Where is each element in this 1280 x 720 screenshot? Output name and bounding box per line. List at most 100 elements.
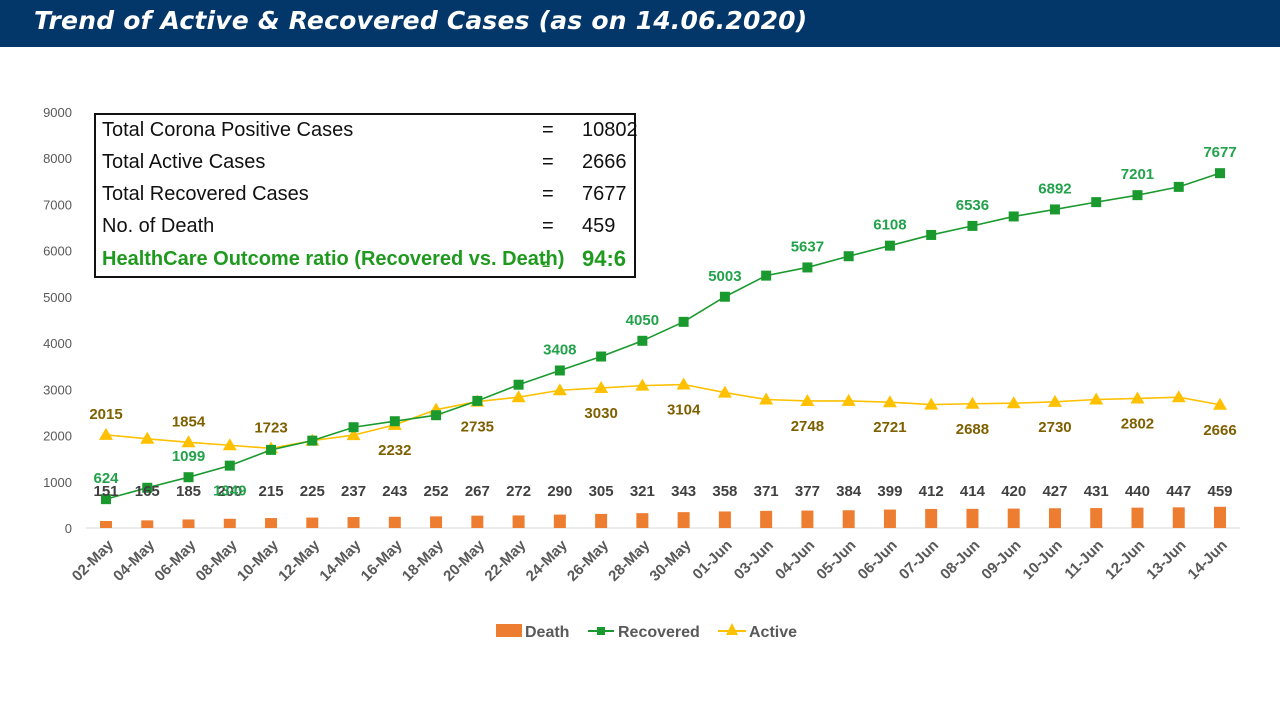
recovered-marker — [1215, 168, 1225, 179]
death-data-label: 272 — [506, 483, 531, 500]
recovered-marker — [926, 229, 937, 240]
death-bar — [677, 512, 690, 528]
death-data-label: 377 — [795, 483, 820, 500]
x-tick-label: 18-May — [399, 536, 447, 584]
y-tick-label: 8000 — [43, 151, 72, 166]
legend-recovered-marker — [597, 627, 605, 635]
x-tick-label: 06-Jun — [855, 537, 901, 583]
header-banner: Trend of Active & Recovered Cases (as on… — [0, 0, 1280, 47]
death-data-label: 420 — [1001, 483, 1026, 500]
summary-equals: = — [542, 151, 554, 173]
summary-value: 459 — [582, 215, 616, 237]
y-tick-label: 1000 — [43, 475, 72, 490]
x-tick-label: 02-May — [69, 536, 117, 584]
summary-label: Total Active Cases — [102, 151, 266, 173]
active-marker — [1213, 397, 1227, 410]
death-bar — [1048, 508, 1061, 528]
recovered-marker — [761, 270, 772, 281]
active-marker — [924, 397, 939, 410]
y-axis: 0 1000 2000 3000 4000 5000 6000 7000 8000 9000 — [43, 105, 72, 536]
active-marker — [965, 396, 980, 409]
active-marker — [594, 380, 609, 393]
x-tick-label: 09-Jun — [978, 537, 1024, 583]
summary-equals: = — [542, 119, 554, 141]
legend-recovered-label: Recovered — [618, 624, 700, 641]
x-tick-label: 07-Jun — [896, 537, 942, 583]
y-tick-label: 6000 — [43, 244, 72, 259]
recovered-marker — [307, 435, 318, 446]
x-tick-label: 26-May — [564, 536, 612, 584]
recovered-marker — [719, 291, 730, 302]
death-data-label: 165 — [135, 483, 160, 500]
active-marker — [759, 392, 774, 405]
recovered-data-label: 1099 — [172, 448, 205, 465]
x-tick-label: 04-May — [110, 536, 158, 584]
x-tick-label: 20-May — [440, 536, 488, 584]
active-marker — [1130, 391, 1145, 404]
death-bar — [141, 520, 154, 528]
death-data-label: 440 — [1125, 483, 1150, 500]
recovered-marker — [802, 262, 813, 273]
active-data-label: 2721 — [873, 419, 906, 436]
recovered-data-label: 6892 — [1038, 180, 1071, 197]
recovered-marker — [224, 460, 235, 471]
summary-label: Total Corona Positive Cases — [102, 119, 354, 141]
x-tick-label: 06-May — [151, 536, 199, 584]
page-title: Trend of Active & Recovered Cases (as on… — [34, 6, 808, 35]
recovered-data-label: 3408 — [543, 341, 576, 358]
death-data-label: 151 — [93, 483, 118, 500]
x-tick-label: 08-May — [193, 536, 241, 584]
active-data-label: 2735 — [461, 419, 494, 436]
death-data-label: 371 — [754, 483, 779, 500]
x-tick-label: 03-Jun — [731, 537, 777, 583]
summary-label: No. of Death — [102, 215, 215, 237]
death-bar — [182, 519, 195, 528]
active-data-label: 2015 — [89, 406, 122, 423]
death-data-label: 200 — [217, 483, 242, 500]
recovered-marker — [1091, 197, 1102, 208]
summary-equals: = — [542, 215, 554, 237]
recovered-marker — [1008, 211, 1019, 222]
recovered-marker — [142, 482, 153, 493]
y-tick-label: 4000 — [43, 336, 72, 351]
y-tick-label: 2000 — [43, 429, 72, 444]
active-marker — [882, 395, 897, 408]
recovered-marker — [843, 251, 854, 262]
death-bar — [471, 515, 484, 528]
y-tick-label: 9000 — [43, 105, 72, 120]
recovered-data-label: 5003 — [708, 268, 741, 285]
series-lines — [99, 168, 1227, 505]
death-data-label: 343 — [671, 483, 696, 500]
death-bar — [883, 509, 896, 528]
y-tick-label: 3000 — [43, 382, 72, 397]
recovered-data-label: 4050 — [626, 312, 659, 329]
active-marker — [346, 428, 361, 441]
death-data-label: 225 — [300, 483, 325, 500]
data-labels: 151 165 185 200 215 225 237 243 252 267 272 290 305 3… — [89, 144, 1236, 500]
recovered-marker — [1132, 190, 1143, 201]
recovered-marker — [554, 365, 565, 376]
summary-value: 2666 — [582, 151, 627, 173]
recovered-marker — [884, 240, 895, 251]
x-tick-label: 05-Jun — [813, 537, 859, 583]
death-data-label: 243 — [382, 483, 407, 500]
active-marker — [1047, 394, 1062, 407]
summary-label: HealthCare Outcome ratio (Recovered vs. … — [102, 248, 565, 270]
recovered-marker — [1049, 204, 1060, 215]
death-bar — [265, 518, 278, 528]
summary-value: 7677 — [582, 183, 627, 205]
summary-value: 10802 — [582, 119, 638, 141]
x-tick-label: 22-May — [481, 536, 529, 584]
death-bar — [347, 517, 360, 528]
active-data-label: 3030 — [584, 405, 617, 422]
recovered-data-label: 6108 — [873, 217, 906, 234]
legend-active-marker — [726, 623, 738, 635]
active-marker — [222, 438, 237, 451]
summary-value: 94:6 — [582, 246, 627, 271]
active-data-label: 1854 — [172, 413, 206, 430]
summary-label: Total Recovered Cases — [102, 183, 309, 205]
death-data-label: 267 — [465, 483, 490, 500]
active-marker — [99, 427, 113, 440]
recovered-data-label: 5637 — [791, 238, 824, 255]
